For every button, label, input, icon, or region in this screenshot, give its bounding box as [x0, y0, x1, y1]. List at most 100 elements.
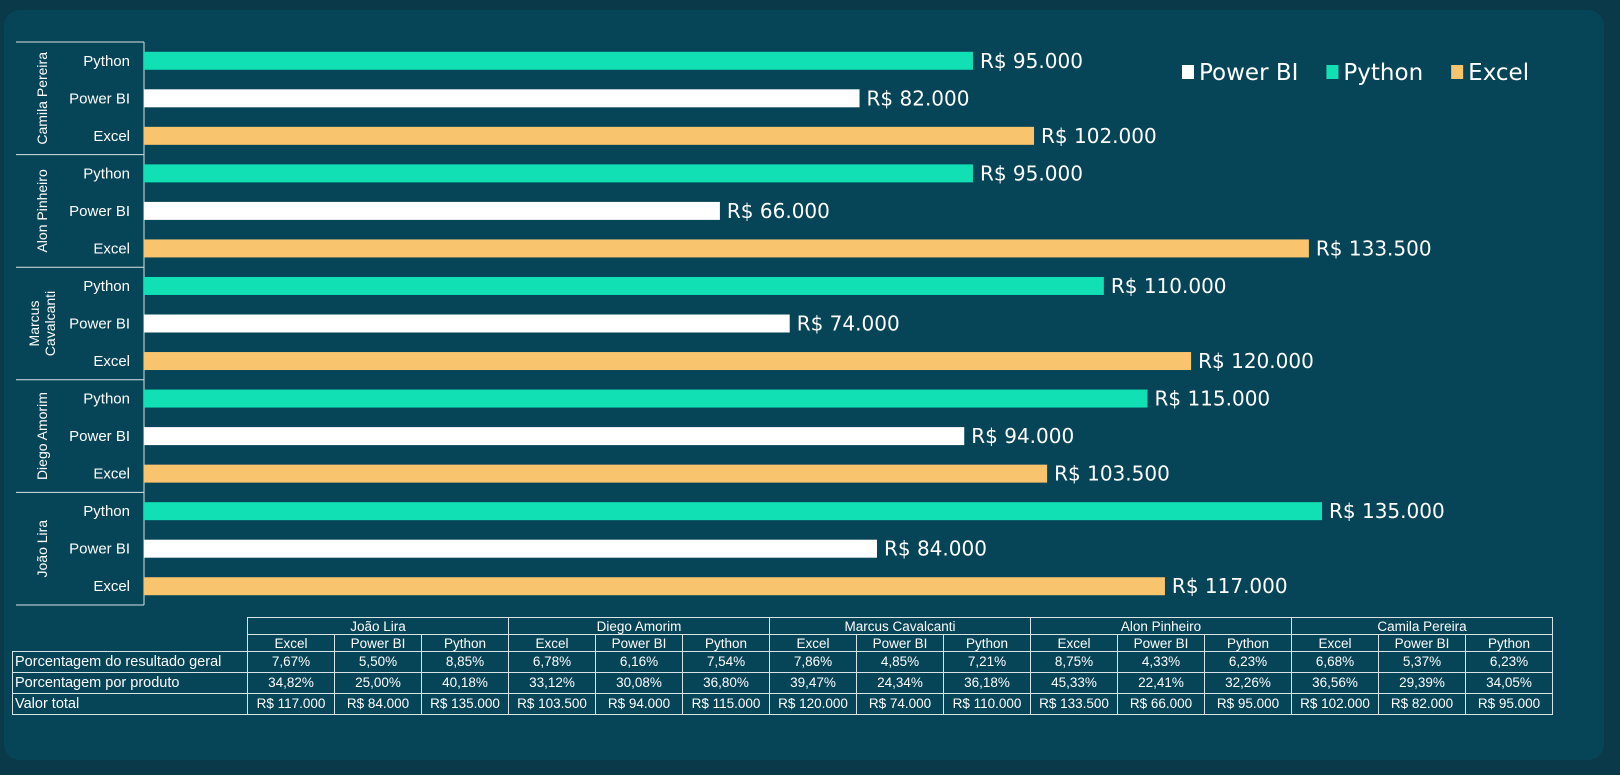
table-cell: 45,33%: [1030, 672, 1118, 694]
table-person-header: Marcus Cavalcanti: [769, 617, 1031, 635]
value-label: R$ 133.500: [1316, 236, 1432, 260]
value-label: R$ 135.000: [1329, 499, 1445, 523]
table-cell: 8,75%: [1030, 651, 1118, 673]
table-cell: R$ 102.000: [1291, 693, 1379, 715]
value-label: R$ 66.000: [727, 199, 830, 223]
table-cell: 25,00%: [334, 672, 422, 694]
category-label: Excel: [93, 353, 130, 370]
category-label: Excel: [93, 578, 130, 595]
data-table: João Lira Diego Amorim Marcus Cavalcanti Al…: [12, 617, 1553, 715]
bar-diego-amorim-python: [144, 389, 1148, 408]
legend-label-python: Python: [1343, 60, 1423, 86]
bar-joao-lira-python: [144, 502, 1322, 521]
table-cell: 5,50%: [334, 651, 422, 673]
table-cell: 34,05%: [1465, 672, 1553, 694]
value-label: R$ 95.000: [980, 49, 1083, 73]
group-label-diego-amorim: Diego Amorim: [34, 392, 50, 480]
table-cell: 6,78%: [508, 651, 596, 673]
table-product-header: Power BI: [856, 634, 944, 652]
group-label-camila-pereira: Camila Pereira: [34, 52, 50, 145]
bar-camila-pereira-python: [144, 51, 973, 70]
table-cell: 4,33%: [1117, 651, 1205, 673]
table-person-header: João Lira: [247, 617, 509, 635]
table-cell: 29,39%: [1378, 672, 1466, 694]
table-cell: 24,34%: [856, 672, 944, 694]
table-person-header: Alon Pinheiro: [1030, 617, 1292, 635]
category-label: Excel: [93, 466, 130, 483]
table-product-header: Python: [682, 634, 770, 652]
table-cell: 30,08%: [595, 672, 683, 694]
table-row: Porcentagem do resultado geral 7,67% 5,50%…: [12, 651, 1553, 673]
bar-chart: Camila Pereira Python R$ 95.000 Power BI R$ …: [16, 41, 1529, 606]
legend-swatch-excel: [1451, 65, 1464, 79]
legend-swatch-python: [1326, 65, 1339, 79]
table-product-header: Power BI: [334, 634, 422, 652]
table-cell: 39,47%: [769, 672, 857, 694]
table-cell: 8,85%: [421, 651, 509, 673]
bar-camila-pereira-excel: [144, 126, 1035, 145]
table-cell: 22,41%: [1117, 672, 1205, 694]
table-cell: 5,37%: [1378, 651, 1466, 673]
value-label: R$ 82.000: [867, 86, 970, 110]
table-cell: R$ 115.000: [682, 693, 770, 715]
table-product-header: Power BI: [1378, 634, 1466, 652]
legend-label-excel: Excel: [1468, 60, 1529, 86]
table-product-header: Python: [943, 634, 1031, 652]
bar-diego-amorim-power-bi: [144, 427, 965, 446]
table-cell: R$ 66.000: [1117, 693, 1205, 715]
table-cell: 34,82%: [247, 672, 335, 694]
bar-marcus-cavalcanti-python: [144, 276, 1104, 295]
table-cell: 32,26%: [1204, 672, 1292, 694]
table-row: Valor total R$ 117.000 R$ 84.000 R$ 135.000…: [12, 693, 1553, 715]
bar-joao-lira-excel: [144, 577, 1165, 596]
bar-camila-pereira-power-bi: [144, 89, 860, 108]
table-cell: 7,86%: [769, 651, 857, 673]
table-cell: R$ 84.000: [334, 693, 422, 715]
value-label: R$ 115.000: [1154, 387, 1270, 411]
bar-joao-lira-power-bi: [144, 539, 877, 558]
table-cell: R$ 94.000: [595, 693, 683, 715]
table-person-header: Camila Pereira: [1291, 617, 1553, 635]
table-cell: R$ 120.000: [769, 693, 857, 715]
value-label: R$ 117.000: [1172, 574, 1288, 598]
category-label: Power BI: [69, 428, 130, 445]
category-label: Python: [83, 503, 130, 520]
value-label: R$ 84.000: [884, 537, 987, 561]
category-label: Python: [83, 278, 130, 295]
table-cell: 36,80%: [682, 672, 770, 694]
category-label: Power BI: [69, 316, 130, 333]
group-label-marcus-cavalcanti: MarcusCavalcanti: [26, 291, 58, 356]
table-cell: R$ 133.500: [1030, 693, 1118, 715]
table-corner: [13, 618, 248, 635]
table-person-header: Diego Amorim: [508, 617, 770, 635]
category-label: Power BI: [69, 203, 130, 220]
table-row: Porcentagem por produto 34,82% 25,00% 40,18…: [12, 672, 1553, 694]
category-label: Power BI: [69, 541, 130, 558]
bar-alon-pinheiro-excel: [144, 239, 1309, 258]
table-header-products: Excel Power BI Python Excel Power BI Python Ex…: [13, 634, 1553, 652]
table-product-header: Power BI: [1117, 634, 1205, 652]
table-product-header: Python: [421, 634, 509, 652]
table-corner: [13, 635, 248, 652]
table-cell: 7,67%: [247, 651, 335, 673]
table-cell: 40,18%: [421, 672, 509, 694]
value-label: R$ 74.000: [797, 312, 900, 336]
table-product-header: Excel: [769, 634, 857, 652]
table-cell: 4,85%: [856, 651, 944, 673]
group-label-joao-lira: João Lira: [34, 520, 50, 578]
legend-label-power-bi: Power BI: [1199, 60, 1298, 86]
table-cell: 36,18%: [943, 672, 1031, 694]
value-label: R$ 110.000: [1111, 274, 1227, 298]
table-row-label: Porcentagem por produto: [12, 672, 248, 694]
table-row-label: Valor total: [12, 693, 248, 715]
table-row-label: Porcentagem do resultado geral: [12, 651, 248, 673]
table-product-header: Python: [1204, 634, 1292, 652]
table-cell: 7,21%: [943, 651, 1031, 673]
category-label: Python: [83, 391, 130, 408]
bar-marcus-cavalcanti-excel: [144, 352, 1192, 371]
table-cell: 36,56%: [1291, 672, 1379, 694]
table-product-header: Python: [1465, 634, 1553, 652]
category-label: Power BI: [69, 90, 130, 107]
table-cell: R$ 95.000: [1465, 693, 1553, 715]
table-cell: R$ 95.000: [1204, 693, 1292, 715]
